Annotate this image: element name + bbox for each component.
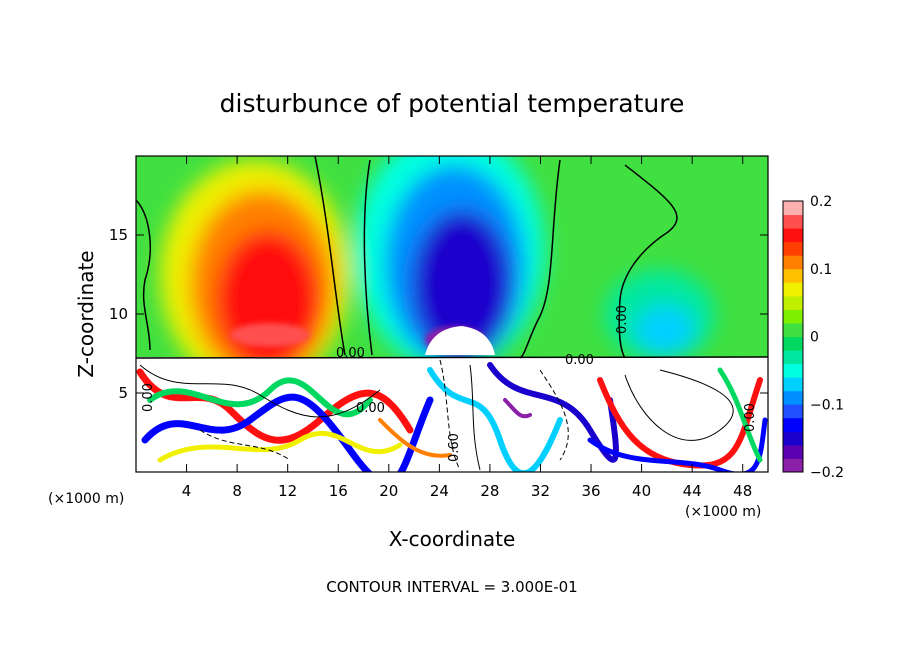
colorbar-swatch	[783, 350, 803, 365]
x-tick-label: 28	[480, 482, 499, 500]
colorbar-tick-label: 0.1	[810, 262, 832, 278]
colorbar-swatch	[783, 241, 803, 256]
colorbar-swatch	[783, 295, 803, 310]
colorbar-swatch	[783, 363, 803, 378]
x-tick-label: 40	[632, 482, 651, 500]
colorbar-swatch	[783, 322, 803, 337]
lower-layer-background	[136, 357, 768, 472]
chart-title: disturbunce of potential temperature	[220, 89, 685, 118]
colorbar-swatch	[783, 336, 803, 351]
contour-interval-footer: CONTOUR INTERVAL = 3.000E-01	[326, 578, 577, 596]
x-tick-label: 48	[733, 482, 752, 500]
eddy-orange	[378, 418, 452, 458]
colorbar-tick-label: −0.1	[810, 397, 844, 413]
x-tick-label: 12	[278, 482, 297, 500]
zero-contour-right	[618, 164, 678, 359]
turbulent-structures	[136, 362, 768, 472]
eddy-blue	[141, 393, 434, 472]
x-tick-label: 16	[329, 482, 348, 500]
eddy-blue-3	[587, 417, 768, 472]
contour-label: 0.00	[615, 305, 630, 334]
x-axis: 4 8 12 16 20 24 28 32 36 40 44 48	[182, 156, 752, 500]
colorbar-swatch	[783, 201, 803, 216]
y-tick-label: 10	[109, 305, 128, 323]
contour-lines-upper	[136, 156, 768, 359]
colorbar-tick-label: −0.2	[810, 465, 844, 481]
eddy-yellow	[157, 431, 403, 463]
x-axis-unit-right: (×1000 m)	[685, 504, 761, 520]
colorbar-swatch	[783, 458, 803, 473]
x-axis-unit-left: (×1000 m)	[48, 491, 124, 507]
x-tick-label: 24	[430, 482, 449, 500]
warm-anomaly-core	[216, 230, 320, 370]
colorbar-swatch	[783, 282, 803, 297]
white-saturation-patch	[425, 326, 495, 355]
contour-label: 0.00	[356, 401, 385, 416]
lower-layer	[136, 357, 768, 472]
x-tick-label: 36	[581, 482, 600, 500]
colorbar-tick-label: 0.2	[810, 194, 832, 210]
contour-label: 0.00	[336, 346, 365, 361]
colorbar-swatch	[783, 404, 803, 419]
eddy-blue-2	[487, 362, 619, 463]
pink-core	[230, 323, 310, 347]
colorbar-swatch	[783, 377, 803, 392]
colorbar-swatch	[783, 390, 803, 405]
contour-label: 0.00	[141, 383, 156, 412]
y-axis: 5 10 15	[109, 226, 768, 402]
zero-contour-cold-left	[363, 159, 373, 356]
x-tick-label: 4	[182, 482, 192, 500]
colorbar-tick-label: 0	[810, 330, 819, 346]
x-tick-label: 44	[683, 482, 702, 500]
eddy-green	[147, 377, 373, 418]
x-axis-label: X-coordinate	[389, 527, 516, 551]
cold-anomaly-core	[412, 210, 512, 360]
zero-contour-left	[136, 199, 151, 351]
y-tick-label: 15	[109, 226, 128, 244]
x-tick-label: 32	[531, 482, 550, 500]
eddy-cyan	[427, 367, 563, 472]
colorbar-swatch	[783, 255, 803, 270]
colorbar-swatch	[783, 228, 803, 243]
colorbar-swatch	[783, 309, 803, 324]
eddy-purple	[503, 398, 532, 419]
colorbar-swatch	[783, 431, 803, 446]
colorbar-frame	[782, 200, 804, 473]
contour-label: 0.00	[743, 403, 758, 432]
zero-contour-interface	[136, 356, 768, 359]
colorbar: 0.2 0.1 0 −0.1 −0.2	[782, 194, 844, 481]
plot-area	[136, 156, 768, 472]
colorbar-swatch	[783, 214, 803, 229]
eddy-red	[136, 368, 414, 444]
eddy-green-2	[717, 367, 763, 463]
contour-label: 0.00	[565, 353, 594, 368]
x-tick-label: 8	[232, 482, 242, 500]
contour-lines-lower	[139, 359, 734, 471]
colorbar-swatch	[783, 417, 803, 432]
y-tick-label: 5	[118, 384, 128, 402]
x-tick-label: 20	[379, 482, 398, 500]
contour-labels: 0.00 0.00 0.00 0.00 0.60 0.00 0.00	[141, 305, 758, 462]
y-axis-label: Z-coordinate	[74, 250, 98, 377]
colorbar-swatch	[783, 268, 803, 283]
zero-contour-cold-right	[519, 159, 561, 359]
contour-label: 0.60	[447, 433, 462, 462]
zero-contour-warm	[314, 156, 346, 356]
cold-anomaly-right-core	[635, 305, 695, 355]
colorbar-swatch	[783, 444, 803, 459]
